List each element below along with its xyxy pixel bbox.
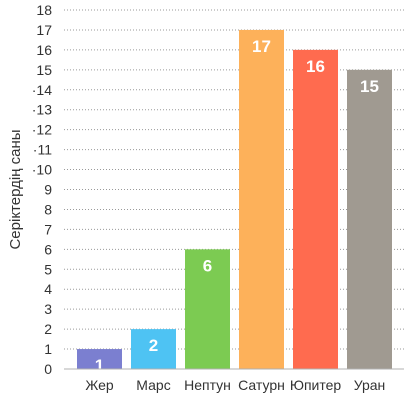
- bars: [77, 29, 392, 370]
- y-tick-label: ·11: [33, 142, 52, 158]
- y-axis-label: Серіктердің саны: [7, 129, 24, 249]
- y-tick-label: 18: [36, 2, 52, 18]
- y-tick-label: 4: [44, 281, 52, 297]
- x-tick-label: Жер: [85, 377, 114, 393]
- x-tick-label: Юпитер: [290, 377, 342, 393]
- x-tick-label: Нептун: [184, 377, 231, 393]
- y-tick-label: 9: [44, 182, 52, 198]
- bar: [77, 349, 122, 369]
- y-tick-label: ·14: [32, 82, 52, 98]
- y-tick-label: ·13: [32, 102, 52, 118]
- y-tick-label: ·12: [32, 122, 52, 138]
- y-tick-label: ·10: [32, 162, 52, 178]
- bar-value-label: 17: [252, 37, 271, 56]
- y-tick-label: 16: [36, 42, 52, 58]
- bar-value-label: 2: [149, 336, 158, 355]
- x-tick-label: Марс: [136, 377, 170, 393]
- value-labels: 1 2 6 17 16 15: [95, 37, 379, 375]
- x-tick-label: Сатурн: [238, 377, 285, 393]
- bar: [185, 249, 230, 369]
- bar: [347, 69, 392, 369]
- bar: [293, 49, 338, 370]
- y-tick-label: 6: [44, 241, 52, 257]
- bar-value-label: 16: [306, 57, 325, 76]
- x-tick-label: Уран: [354, 377, 386, 393]
- bar: [131, 329, 176, 369]
- y-tick-label: 7: [44, 221, 52, 237]
- y-tick-label: 0: [44, 361, 52, 377]
- y-tick-label: 15: [36, 62, 52, 78]
- bar-value-label: 1: [95, 356, 104, 375]
- y-tick-label: 3: [44, 301, 52, 317]
- bar-value-label: 15: [360, 77, 379, 96]
- y-axis-ticks: 0 1 2 3 4 5 6 7 8 9 ·10 ·11 ·12 ·13 ·14 15 16 17 18: [32, 2, 52, 377]
- bar: [239, 29, 284, 369]
- y-tick-label: 17: [36, 22, 52, 38]
- x-axis-ticks: Жер Марс Нептун Сатурн Юпитер Уран: [85, 377, 385, 393]
- y-tick-label: 5: [44, 261, 52, 277]
- bar-value-label: 6: [203, 256, 212, 275]
- y-tick-label: 8: [44, 201, 52, 217]
- y-tick-label: 1: [44, 341, 52, 357]
- y-tick-label: 2: [44, 321, 52, 337]
